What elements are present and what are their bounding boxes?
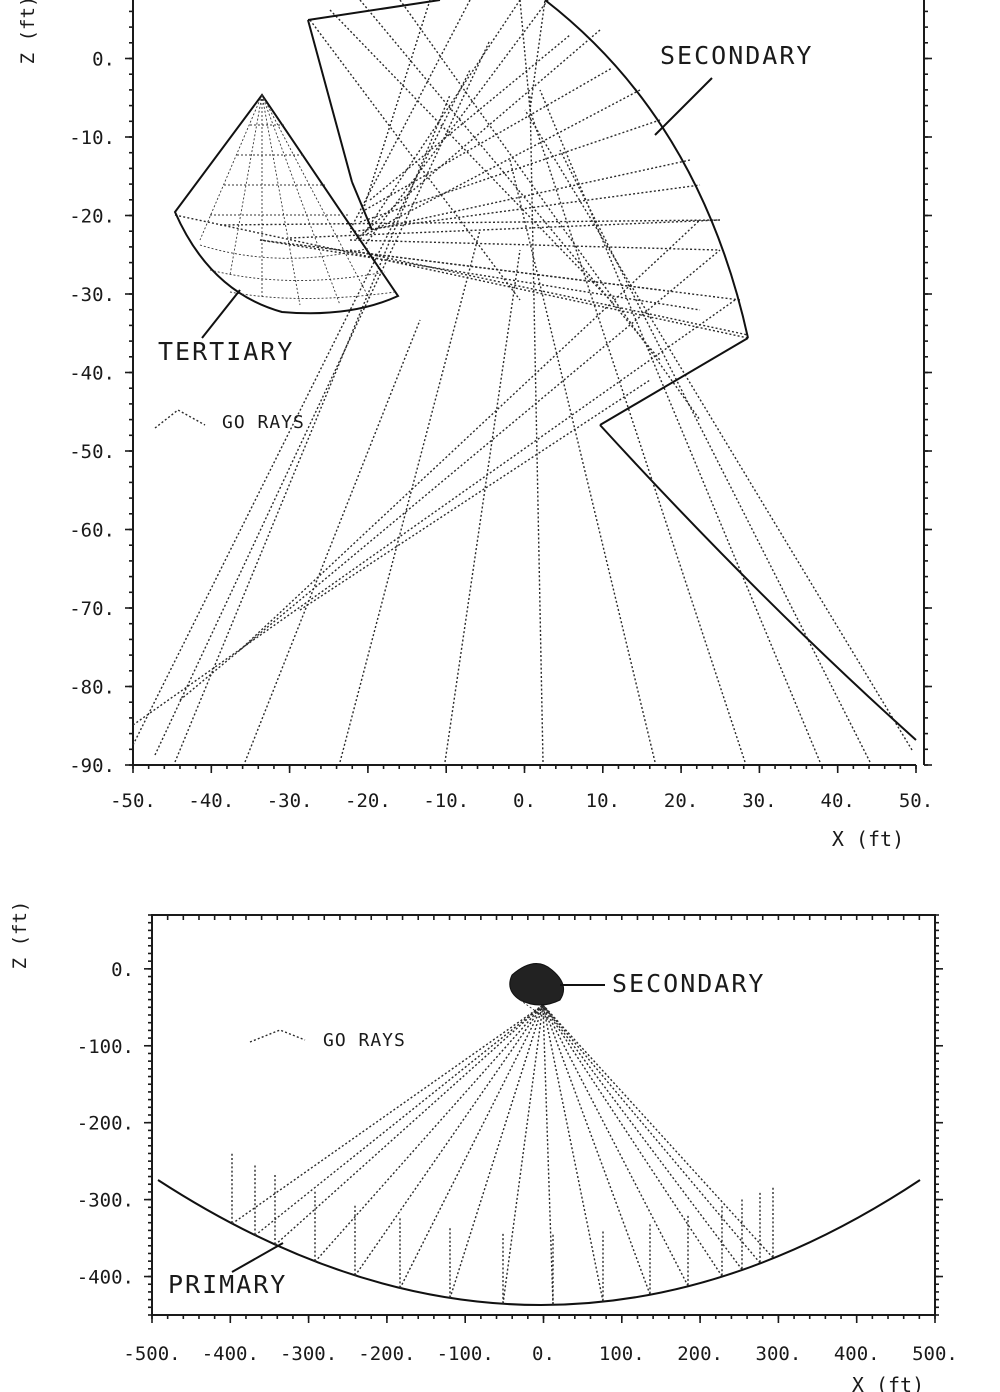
bottom-x-axis-label: X (ft) bbox=[852, 1373, 924, 1392]
converging-ray bbox=[542, 1004, 743, 1270]
y-tick-label: -300. bbox=[77, 1190, 134, 1212]
bottom-legend: GO RAYS bbox=[249, 1029, 406, 1051]
converging-ray bbox=[542, 1004, 774, 1259]
x-tick-label: -200. bbox=[358, 1343, 415, 1365]
primary-mirror bbox=[157, 1179, 921, 1306]
top-legend-label: GO RAYS bbox=[222, 412, 305, 433]
converging-ray bbox=[354, 1004, 544, 1277]
bottom-primary-label: PRIMARY bbox=[168, 1270, 287, 1299]
top-plot-frame bbox=[132, 0, 925, 766]
bottom-diagram: -500. -400. -300. -200. -100. 0. 100. 200. 300. 4… bbox=[9, 901, 958, 1392]
top-x-axis-ticks: -50. -40. -30. -20. -10. 0. 10. 20. 30. 40. 50. bbox=[110, 765, 933, 812]
x-tick-label: 20. bbox=[664, 790, 698, 812]
x-tick-label: -20. bbox=[345, 790, 391, 812]
tertiary-mirror bbox=[173, 93, 400, 315]
x-tick-label: 0. bbox=[532, 1343, 555, 1365]
bottom-secondary-cluster bbox=[509, 963, 565, 1021]
top-secondary-label: SECONDARY bbox=[660, 41, 813, 70]
bottom-legend-label: GO RAYS bbox=[323, 1030, 406, 1051]
y-tick-label: 0. bbox=[92, 49, 115, 71]
top-legend: GO RAYS bbox=[154, 409, 305, 433]
y-tick-label: -90. bbox=[69, 755, 115, 777]
bottom-y-axis-ticks: 0. -100. -200. -300. -400. bbox=[77, 914, 943, 1316]
y-tick-label: 0. bbox=[111, 959, 134, 981]
y-tick-label: -100. bbox=[77, 1036, 134, 1058]
x-tick-label: 300. bbox=[756, 1343, 802, 1365]
y-tick-label: -20. bbox=[69, 206, 115, 228]
x-tick-label: 500. bbox=[912, 1343, 958, 1365]
x-tick-label: -30. bbox=[267, 790, 313, 812]
converging-ray bbox=[542, 1004, 689, 1287]
y-tick-label: -10. bbox=[69, 127, 115, 149]
y-tick-label: -80. bbox=[69, 677, 115, 699]
top-go-rays bbox=[132, 0, 913, 763]
secondary-mirror bbox=[307, 0, 917, 741]
converging-ray bbox=[399, 1004, 544, 1289]
y-tick-label: -400. bbox=[77, 1267, 134, 1289]
bottom-secondary-label: SECONDARY bbox=[612, 969, 765, 998]
bottom-secondary-callout: SECONDARY bbox=[560, 969, 765, 998]
x-tick-label: 50. bbox=[899, 790, 933, 812]
x-tick-label: -50. bbox=[110, 790, 156, 812]
converging-ray bbox=[449, 1004, 544, 1299]
x-tick-label: -10. bbox=[423, 790, 469, 812]
x-tick-label: 10. bbox=[586, 790, 620, 812]
y-tick-label: -60. bbox=[69, 520, 115, 542]
converging-ray bbox=[542, 1004, 651, 1295]
y-tick-label: -40. bbox=[69, 363, 115, 385]
y-tick-label: -200. bbox=[77, 1113, 134, 1135]
x-tick-label: 200. bbox=[677, 1343, 723, 1365]
top-secondary-callout: SECONDARY bbox=[654, 41, 813, 136]
bottom-go-rays bbox=[231, 1004, 774, 1305]
top-x-axis-label: X (ft) bbox=[832, 827, 904, 851]
x-tick-label: -40. bbox=[188, 790, 234, 812]
converging-ray bbox=[542, 1004, 761, 1264]
x-tick-label: -400. bbox=[202, 1343, 259, 1365]
converging-ray bbox=[254, 1004, 544, 1237]
x-tick-label: 100. bbox=[599, 1343, 645, 1365]
x-tick-label: -300. bbox=[280, 1343, 337, 1365]
converging-ray bbox=[274, 1004, 544, 1246]
top-diagram: -50. -40. -30. -20. -10. 0. 10. 20. 30. 40. 50. 0.… bbox=[17, 0, 933, 851]
x-tick-label: 40. bbox=[821, 790, 855, 812]
converging-ray bbox=[542, 1004, 604, 1302]
bottom-primary-callout: PRIMARY bbox=[168, 1242, 287, 1299]
x-tick-label: -500. bbox=[123, 1343, 180, 1365]
top-tertiary-label: TERTIARY bbox=[158, 337, 294, 366]
converging-ray bbox=[314, 1004, 544, 1263]
y-tick-label: -30. bbox=[69, 284, 115, 306]
y-tick-label: -70. bbox=[69, 598, 115, 620]
x-tick-label: 30. bbox=[742, 790, 776, 812]
converging-ray bbox=[231, 1004, 544, 1225]
bottom-x-axis-ticks: -500. -400. -300. -200. -100. 0. 100. 200. 300. 4… bbox=[123, 915, 958, 1365]
bottom-y-axis-label: Z (ft) bbox=[9, 901, 31, 970]
y-tick-label: -50. bbox=[69, 441, 115, 463]
x-tick-label: -100. bbox=[437, 1343, 494, 1365]
converging-ray bbox=[542, 1004, 723, 1277]
top-y-axis-ticks: 0. -10. -20. -30. -40. -50. -60. -70. -80. -90. bbox=[69, 10, 932, 777]
top-tertiary-callout: TERTIARY bbox=[158, 289, 294, 366]
x-tick-label: 0. bbox=[513, 790, 536, 812]
converging-ray bbox=[502, 1004, 544, 1304]
top-y-axis-label: Z (ft) bbox=[17, 0, 39, 64]
x-tick-label: 400. bbox=[834, 1343, 880, 1365]
